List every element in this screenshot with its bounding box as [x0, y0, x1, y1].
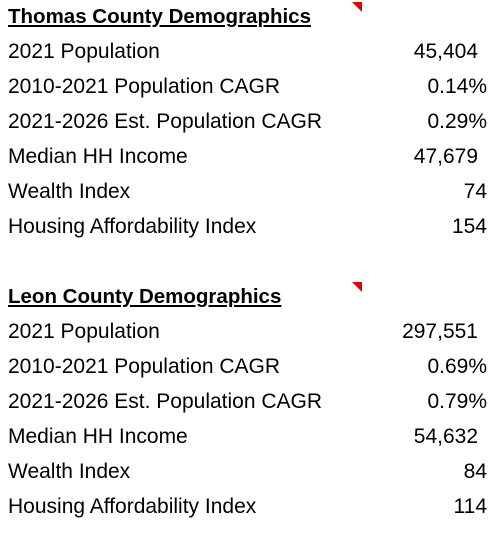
label: 2021 Population	[8, 40, 160, 63]
comment-indicator	[352, 2, 362, 12]
label: 2021 Population	[8, 320, 160, 343]
row: Median HH Income 47,679	[0, 140, 494, 175]
row: Median HH Income 54,632	[0, 420, 494, 455]
value: 45,404	[413, 40, 478, 63]
row: 2010-2021 Population CAGR 0.69%	[0, 350, 494, 385]
row: 2021-2026 Est. Population CAGR 0.79%	[0, 385, 494, 420]
section: Leon County Demographics 2021 Population…	[0, 280, 494, 525]
label: Wealth Index	[8, 180, 131, 203]
label: Median HH Income	[8, 425, 188, 448]
value: 84	[463, 460, 487, 483]
row: Housing Affordability Index 154	[0, 210, 494, 245]
label: Housing Affordability Index	[8, 495, 257, 518]
label: 2010-2021 Population CAGR	[8, 355, 281, 378]
value: 0.69%	[427, 355, 487, 378]
label: Median HH Income	[8, 145, 188, 168]
value: 297,551	[402, 320, 478, 343]
value: 74	[463, 180, 487, 203]
row: 2021-2026 Est. Population CAGR 0.29%	[0, 105, 494, 140]
value: 47,679	[413, 145, 478, 168]
row: 2021 Population 297,551	[0, 315, 494, 350]
section-title: Leon County Demographics	[8, 285, 282, 308]
label: Housing Affordability Index	[8, 215, 257, 238]
row: 2021 Population 45,404	[0, 35, 494, 70]
label: Wealth Index	[8, 460, 131, 483]
value: 0.14%	[427, 75, 487, 98]
label: 2021-2026 Est. Population CAGR	[8, 390, 323, 413]
row: Wealth Index 84	[0, 455, 494, 490]
row: Wealth Index 74	[0, 175, 494, 210]
section: Thomas County Demographics 2021 Populati…	[0, 0, 494, 245]
row: Housing Affordability Index 114	[0, 490, 494, 525]
label: 2010-2021 Population CAGR	[8, 75, 281, 98]
comment-indicator	[352, 282, 362, 292]
value: 54,632	[413, 425, 478, 448]
label: 2021-2026 Est. Population CAGR	[8, 110, 323, 133]
value: 0.29%	[427, 110, 487, 133]
section-title: Thomas County Demographics	[8, 5, 311, 28]
value: 114	[453, 495, 487, 518]
value: 154	[451, 215, 487, 238]
value: 0.79%	[427, 390, 487, 413]
row: 2010-2021 Population CAGR 0.14%	[0, 70, 494, 105]
